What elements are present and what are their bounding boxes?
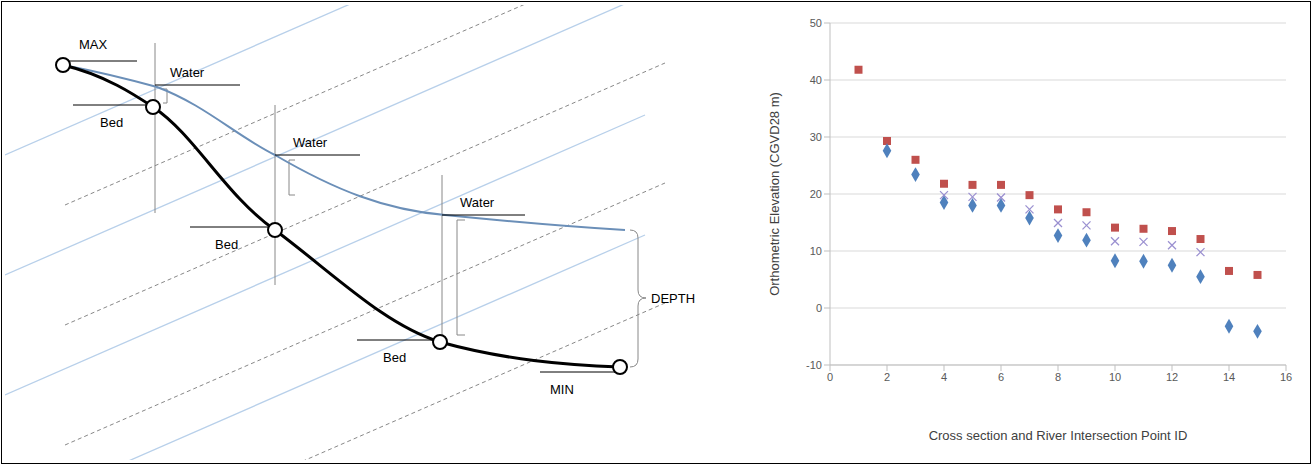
svg-text:40: 40	[810, 74, 822, 86]
svg-text:Cross section and River Inters: Cross section and River Intersection Poi…	[929, 428, 1188, 443]
svg-text:Water: Water	[170, 65, 205, 80]
svg-text:MAX: MAX	[79, 37, 108, 52]
svg-text:Bed: Bed	[100, 115, 123, 130]
svg-text:0: 0	[816, 302, 822, 314]
svg-text:Orthometric Elevation (CGVD28: Orthometric Elevation (CGVD28 m)	[767, 92, 782, 296]
svg-text:MIN: MIN	[550, 382, 574, 397]
svg-text:14: 14	[1223, 371, 1235, 383]
svg-text:Bed: Bed	[383, 350, 406, 365]
svg-text:16: 16	[1280, 371, 1292, 383]
svg-text:6: 6	[998, 371, 1004, 383]
svg-text:30: 30	[810, 131, 822, 143]
svg-text:20: 20	[810, 188, 822, 200]
svg-text:10: 10	[810, 245, 822, 257]
svg-text:50: 50	[810, 17, 822, 29]
svg-text:12: 12	[1166, 371, 1178, 383]
svg-text:Bed: Bed	[215, 237, 238, 252]
svg-text:10: 10	[1109, 371, 1121, 383]
svg-text:2: 2	[884, 371, 890, 383]
svg-text:DEPTH: DEPTH	[651, 291, 695, 306]
svg-text:4: 4	[941, 371, 947, 383]
svg-text:Water: Water	[293, 135, 328, 150]
svg-text:0: 0	[827, 371, 833, 383]
svg-text:Water: Water	[460, 195, 495, 210]
svg-text:-10: -10	[806, 359, 822, 371]
svg-text:8: 8	[1055, 371, 1061, 383]
